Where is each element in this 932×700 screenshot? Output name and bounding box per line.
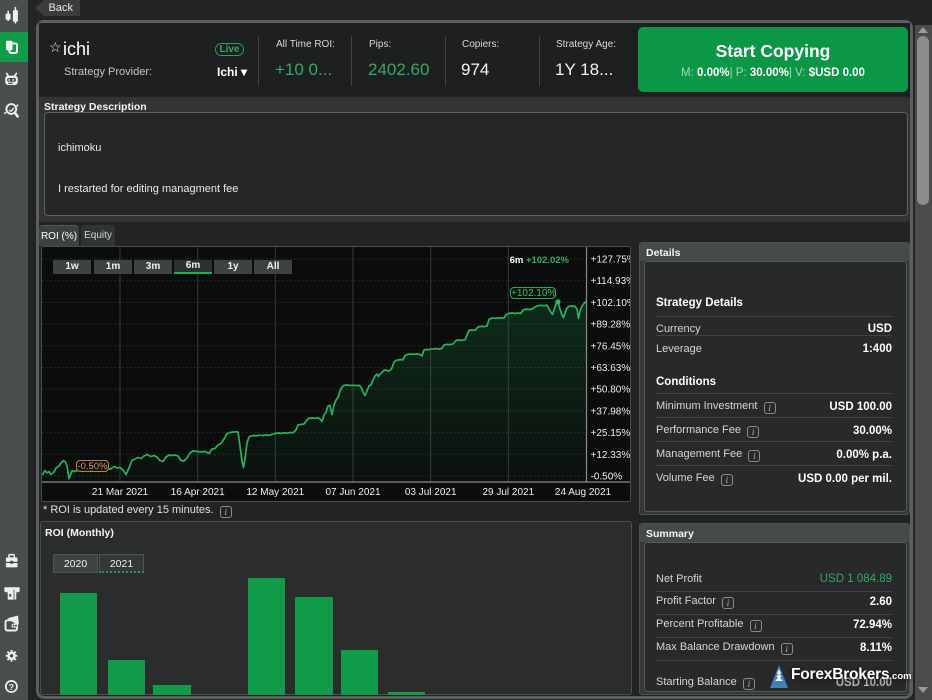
svg-text:21 Mar 2021: 21 Mar 2021 [92,487,149,498]
svg-text:+114.93%: +114.93% [591,276,631,287]
svg-text:03 Jul 2021: 03 Jul 2021 [405,487,457,498]
svg-text:+50.80%: +50.80% [591,385,631,396]
svg-text:-0.50%: -0.50% [591,472,623,483]
svg-text:07 Jun 2021: 07 Jun 2021 [325,487,380,498]
svg-text:+25.15%: +25.15% [591,428,631,439]
svg-text:29 Jul 2021: 29 Jul 2021 [482,487,534,498]
svg-text:+76.45%: +76.45% [591,341,631,352]
svg-text:12 May 2021: 12 May 2021 [246,487,304,498]
svg-text:+102.10%: +102.10% [591,298,631,309]
svg-text:?: ? [9,682,14,692]
svg-text:+127.75%: +127.75% [591,255,631,266]
svg-text:+89.28%: +89.28% [591,320,631,331]
svg-text:+37.98%: +37.98% [591,406,631,417]
svg-text:16 Apr 2021: 16 Apr 2021 [171,487,225,498]
svg-text:+12.33%: +12.33% [591,450,631,461]
svg-text:24 Aug 2021: 24 Aug 2021 [555,487,612,498]
svg-text:+63.63%: +63.63% [591,363,631,374]
